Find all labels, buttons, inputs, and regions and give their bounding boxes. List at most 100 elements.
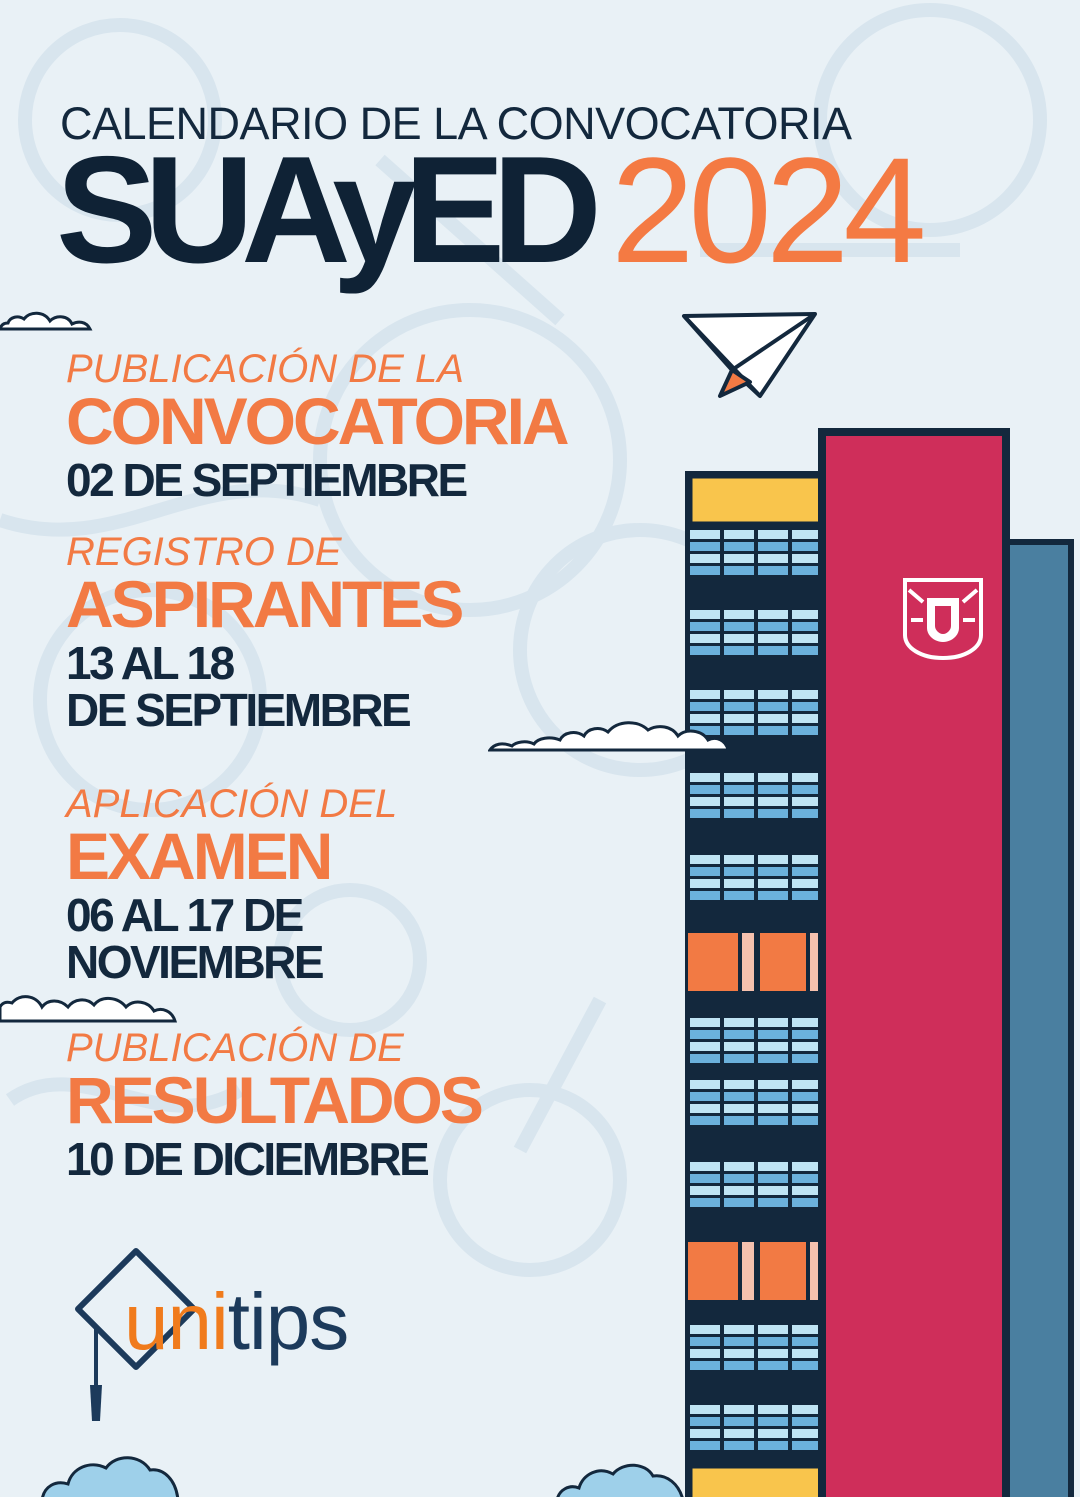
tower-window (792, 855, 822, 864)
cloud-icon (0, 311, 93, 331)
unitips-logo: unitips (124, 1282, 349, 1362)
tower-window (690, 1104, 720, 1113)
tower-window (792, 726, 822, 735)
tower-window (724, 610, 754, 619)
title-year: 2024 (610, 126, 927, 294)
cloud-icon (0, 995, 178, 1023)
tower-window (758, 542, 788, 551)
event-resultados: PUBLICACIÓN DE RESULTADOS 10 DE DICIEMBR… (66, 1027, 484, 1183)
tower-window (758, 1325, 788, 1334)
tower-window (690, 530, 720, 539)
tower-window (690, 542, 720, 551)
tower-window (724, 1417, 754, 1426)
tower-window (758, 1361, 788, 1370)
tower-window (690, 1441, 720, 1450)
tower-window (758, 1337, 788, 1346)
tower-window (690, 1417, 720, 1426)
tower-window (690, 867, 720, 876)
tower-window (792, 797, 822, 806)
tower-window (690, 797, 720, 806)
tower-window (690, 566, 720, 575)
tower-panel (688, 933, 738, 991)
tower-window (690, 1162, 720, 1171)
tower-window (792, 1325, 822, 1334)
tower-window (758, 1080, 788, 1089)
tower-window (724, 1349, 754, 1358)
tower-window (724, 554, 754, 563)
event-main: CONVOCATORIA (66, 384, 570, 458)
tower-window (758, 773, 788, 782)
tower-window (690, 785, 720, 794)
tower-window (690, 1349, 720, 1358)
tower-window (690, 702, 720, 711)
tower-window (758, 1349, 788, 1358)
event-main: ASPIRANTES (66, 567, 464, 641)
tower-window (758, 809, 788, 818)
tower-window (792, 891, 822, 900)
tower-window (758, 702, 788, 711)
tower-window (792, 634, 822, 643)
event-main: EXAMEN (66, 819, 333, 893)
tower-window (690, 726, 720, 735)
tower-window (724, 714, 754, 723)
tower-window (690, 1405, 720, 1414)
tower-window (690, 1337, 720, 1346)
tower-window (758, 530, 788, 539)
tower-window (724, 1018, 754, 1027)
tower-window (758, 1186, 788, 1195)
tower-window (724, 785, 754, 794)
tower-window (758, 726, 788, 735)
tower-window (724, 542, 754, 551)
tower-window (690, 1092, 720, 1101)
tower-window (690, 554, 720, 563)
tower-window (724, 1042, 754, 1051)
tower-window (724, 867, 754, 876)
tower-window (758, 610, 788, 619)
tower-window (724, 1162, 754, 1171)
tower-window (690, 1198, 720, 1207)
tower-window (792, 1054, 822, 1063)
tower-window (724, 1405, 754, 1414)
tower-window (724, 1080, 754, 1089)
tower-window (758, 1429, 788, 1438)
tower-window (690, 879, 720, 888)
tower-window (690, 610, 720, 619)
tower-window (758, 1162, 788, 1171)
tower-window (690, 714, 720, 723)
tower-window (724, 1092, 754, 1101)
tower-window (724, 690, 754, 699)
tower-window (724, 1174, 754, 1183)
tower-window (792, 809, 822, 818)
tower-window (690, 1361, 720, 1370)
paper-plane-icon (682, 312, 817, 398)
tower-window (690, 1018, 720, 1027)
tower-window (690, 1116, 720, 1125)
tower-window (792, 867, 822, 876)
tower-window (724, 634, 754, 643)
tower-window (758, 1417, 788, 1426)
tower-window (792, 1174, 822, 1183)
tower-window (792, 610, 822, 619)
event-main: RESULTADOS (66, 1063, 484, 1137)
unam-shield-icon (903, 578, 983, 661)
tower-window (758, 1405, 788, 1414)
tower-window (792, 1186, 822, 1195)
tower-window (690, 1186, 720, 1195)
logo-uni: uni (124, 1277, 229, 1366)
tower-window (758, 1042, 788, 1051)
tower-window (758, 867, 788, 876)
tower-window (758, 1174, 788, 1183)
tower-window (690, 622, 720, 631)
tower-window (792, 554, 822, 563)
tower-window (724, 1337, 754, 1346)
tower-window (758, 1116, 788, 1125)
tower-window (758, 891, 788, 900)
tower-window (724, 797, 754, 806)
tower-window (724, 1030, 754, 1039)
cloud-icon (488, 721, 730, 752)
tower-window (792, 1405, 822, 1414)
tower-window (758, 1030, 788, 1039)
tower-window (758, 634, 788, 643)
tower-window (792, 773, 822, 782)
